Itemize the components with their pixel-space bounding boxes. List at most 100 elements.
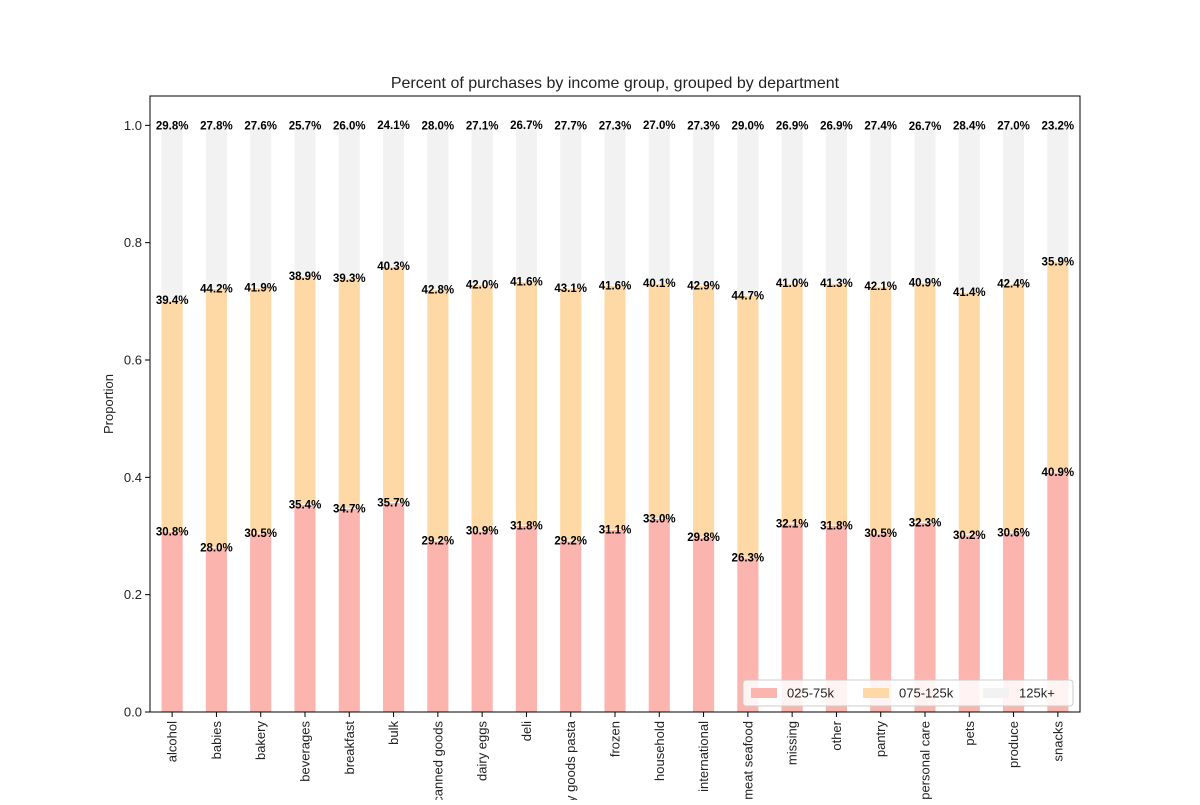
data-label-meat-seafood-025-75k: 26.3% xyxy=(732,553,765,565)
bar-produce-075-125k xyxy=(1002,283,1026,533)
y-tick-label: 1.0 xyxy=(124,118,142,133)
bar-beverages-025-75k xyxy=(293,503,317,713)
bar-international-025-75k xyxy=(692,536,716,713)
data-label-international-025-75k: 29.8% xyxy=(687,532,720,544)
bar-frozen-025-75k xyxy=(603,529,627,713)
bar-alcohol-075-125k xyxy=(160,299,184,532)
data-label-bulk-075-125k: 40.3% xyxy=(377,261,410,273)
bar-dairy-eggs-125k xyxy=(470,124,494,285)
data-label-produce-125k: 27.0% xyxy=(997,120,1030,132)
bar-breakfast-125k xyxy=(337,124,361,279)
x-tick-label-frozen: frozen xyxy=(608,721,623,757)
bars-layer xyxy=(160,124,1070,713)
data-label-frozen-125k: 27.3% xyxy=(599,120,632,132)
bar-bulk-025-75k xyxy=(382,502,406,713)
x-tick-label-pets: pets xyxy=(962,721,977,746)
bar-international-125k xyxy=(692,124,716,286)
y-tick-label: 0.4 xyxy=(124,470,142,485)
data-label-deli-025-75k: 31.8% xyxy=(510,520,543,532)
bar-beverages-125k xyxy=(293,124,317,277)
data-label-other-075-125k: 41.3% xyxy=(820,278,853,290)
data-label-beverages-075-125k: 38.9% xyxy=(289,271,322,283)
data-label-snacks-125k: 23.2% xyxy=(1042,120,1075,132)
bar-meat-seafood-125k xyxy=(736,124,760,296)
data-label-international-075-125k: 42.9% xyxy=(687,280,720,292)
x-tick-label-meat-seafood: meat seafood xyxy=(740,721,755,800)
data-label-canned-goods-075-125k: 42.8% xyxy=(422,285,455,297)
bar-pantry-075-125k xyxy=(869,285,893,534)
data-label-dry-goods-pasta-025-75k: 29.2% xyxy=(554,536,587,548)
bar-bakery-125k xyxy=(249,124,273,288)
x-tick-label-pantry: pantry xyxy=(873,721,888,758)
legend-label-125k: 125k+ xyxy=(1019,686,1055,701)
data-label-bakery-025-75k: 30.5% xyxy=(244,528,277,540)
data-label-canned-goods-125k: 28.0% xyxy=(422,120,455,132)
y-tick-label: 0.2 xyxy=(124,587,142,602)
data-label-alcohol-075-125k: 39.4% xyxy=(156,295,189,307)
data-label-breakfast-125k: 26.0% xyxy=(333,120,366,132)
bar-other-075-125k xyxy=(824,282,848,526)
data-label-deli-075-125k: 41.6% xyxy=(510,276,543,288)
bar-bulk-075-125k xyxy=(382,265,406,504)
bar-deli-075-125k xyxy=(514,280,538,526)
bar-snacks-125k xyxy=(1046,124,1070,262)
data-label-alcohol-025-75k: 30.8% xyxy=(156,526,189,538)
data-label-bulk-125k: 24.1% xyxy=(377,120,410,132)
data-label-bulk-025-75k: 35.7% xyxy=(377,498,410,510)
x-tick-label-personal-care: personal care xyxy=(918,721,933,800)
bar-breakfast-075-125k xyxy=(337,277,361,509)
bar-deli-025-75k xyxy=(514,524,538,713)
bar-pantry-125k xyxy=(869,124,893,287)
data-label-breakfast-075-125k: 39.3% xyxy=(333,273,366,285)
bar-personal-care-125k xyxy=(913,125,937,284)
bar-babies-125k xyxy=(204,124,228,289)
data-label-deli-125k: 26.7% xyxy=(510,120,543,132)
bar-bulk-125k xyxy=(382,124,406,267)
x-tick-label-produce: produce xyxy=(1006,721,1021,768)
data-label-babies-025-75k: 28.0% xyxy=(200,543,233,555)
data-label-pets-125k: 28.4% xyxy=(953,120,986,132)
axes-layer: 0.0 0.2 0.4 0.6 0.8 1.0 alcohol babies bakery bev… xyxy=(124,95,1081,805)
data-label-canned-goods-025-75k: 29.2% xyxy=(422,536,455,548)
data-label-meat-seafood-075-125k: 44.7% xyxy=(732,290,765,302)
y-tick-label: 0.6 xyxy=(124,353,142,368)
x-tick-label-bakery: bakery xyxy=(253,721,268,761)
legend-swatch-075-125k xyxy=(863,688,889,698)
data-label-household-075-125k: 40.1% xyxy=(643,278,676,290)
bar-deli-125k xyxy=(514,124,538,282)
legend-swatch-025-75k xyxy=(751,688,777,698)
data-label-breakfast-025-75k: 34.7% xyxy=(333,503,366,515)
bar-dairy-eggs-075-125k xyxy=(470,283,494,532)
bar-dairy-eggs-025-75k xyxy=(470,530,494,713)
data-label-pantry-075-125k: 42.1% xyxy=(864,281,897,293)
bar-other-125k xyxy=(824,124,848,284)
data-label-other-125k: 26.9% xyxy=(820,120,853,132)
legend-swatch-125k xyxy=(983,688,1009,698)
data-label-personal-care-125k: 26.7% xyxy=(909,121,942,133)
bar-dry-goods-pasta-075-125k xyxy=(559,287,583,542)
data-label-beverages-025-75k: 35.4% xyxy=(289,499,322,511)
legend-box xyxy=(742,679,1074,707)
bar-pets-075-125k xyxy=(957,291,981,536)
bar-missing-125k xyxy=(780,124,804,284)
data-label-missing-025-75k: 32.1% xyxy=(776,519,809,531)
legend-label-025-75k: 025-75k xyxy=(787,686,834,701)
data-label-produce-025-75k: 30.6% xyxy=(997,527,1030,539)
data-label-household-125k: 27.0% xyxy=(643,120,676,132)
y-tick-label: 0.0 xyxy=(124,705,142,720)
data-label-bakery-075-125k: 41.9% xyxy=(244,282,277,294)
data-label-pets-025-75k: 30.2% xyxy=(953,530,986,542)
data-label-dry-goods-pasta-075-125k: 43.1% xyxy=(554,283,587,295)
x-tick-label-breakfast: breakfast xyxy=(342,721,357,775)
data-label-household-025-75k: 33.0% xyxy=(643,513,676,525)
data-label-babies-125k: 27.8% xyxy=(200,120,233,132)
bar-pets-125k xyxy=(957,124,981,293)
bar-household-025-75k xyxy=(647,517,671,713)
x-tick-label-dairy-eggs: dairy eggs xyxy=(475,721,490,781)
data-label-snacks-075-125k: 35.9% xyxy=(1042,256,1075,268)
x-tick-label-missing: missing xyxy=(785,721,800,765)
bar-alcohol-125k xyxy=(160,124,184,301)
x-tick-label-snacks: snacks xyxy=(1050,721,1065,762)
x-tick-label-beverages: beverages xyxy=(298,721,313,782)
